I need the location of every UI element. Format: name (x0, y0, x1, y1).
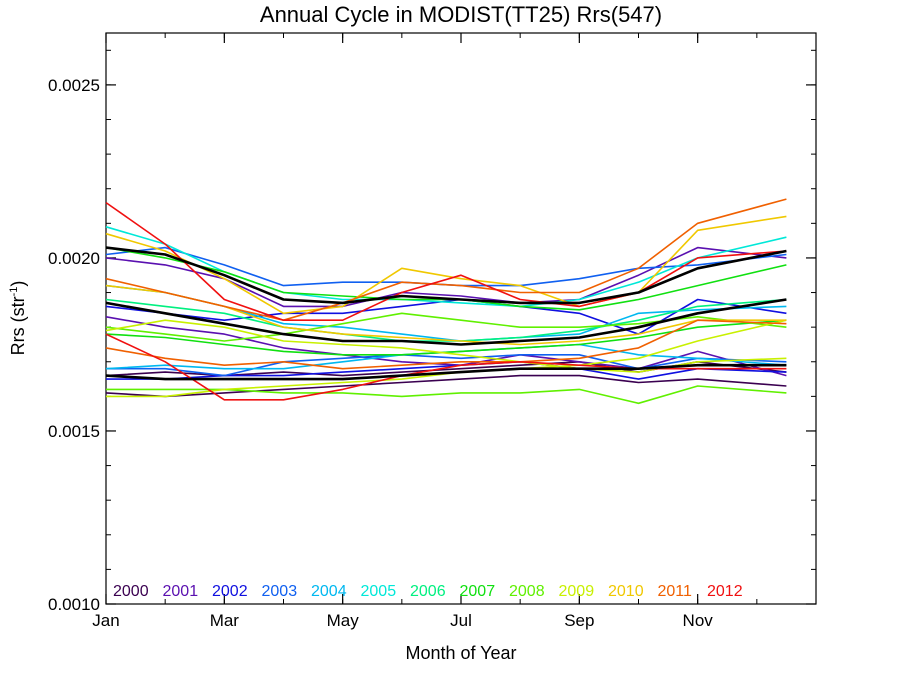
y-axis-label-end: ) (8, 281, 28, 287)
legend-entry: 2003 (262, 583, 298, 600)
series-line-5 (105, 298, 787, 335)
legend-entry: 2010 (608, 583, 644, 600)
series-line-17 (106, 319, 787, 398)
legend-entry: 2007 (460, 583, 496, 600)
x-axis-label: Month of Year (405, 643, 516, 663)
x-tick-label: Sep (564, 611, 594, 630)
x-axis: Jan Mar May Jul Sep Nov (92, 33, 817, 630)
series-line-16 (105, 319, 787, 373)
y-tick-label: 0.0015 (48, 422, 100, 441)
x-tick-label: Jan (92, 611, 119, 630)
x-tick-label: Nov (683, 611, 714, 630)
legend: 2000 2001 2002 2003 2004 2005 2006 2007 2008 2009… (113, 583, 743, 600)
series-line-11 (105, 298, 787, 342)
x-tick-label: Jul (450, 611, 472, 630)
y-axis: 0.0010 0.0015 0.0020 0.0025 (48, 49, 816, 614)
y-tick-label: 0.0020 (48, 249, 100, 268)
series-line-14 (105, 312, 787, 342)
y-axis-label-main: Rrs (str (8, 296, 28, 355)
legend-entry: 2000 (113, 583, 149, 600)
legend-entry: 2002 (212, 583, 248, 600)
legend-entry: 2009 (559, 583, 595, 600)
chart-title: Annual Cycle in MODIST(TT25) Rrs(547) (260, 2, 662, 27)
series-line-24 (105, 246, 787, 305)
legend-entry: 2004 (311, 583, 347, 600)
series-line-3 (105, 246, 787, 308)
series-line-20 (105, 319, 787, 370)
legend-entry: 2008 (509, 583, 545, 600)
series-line-25 (105, 298, 787, 346)
legend-entry: 2005 (361, 583, 397, 600)
y-axis-label: Rrs (str-1) (8, 281, 28, 356)
series-group (105, 198, 787, 405)
legend-entry: 2011 (658, 583, 693, 600)
y-tick-label: 0.0010 (48, 595, 100, 614)
legend-entry: 2006 (410, 583, 446, 600)
series-line-26 (105, 363, 787, 381)
legend-entry: 2012 (707, 583, 743, 600)
y-axis-label-superscript: -1 (8, 287, 20, 297)
series-line-15 (106, 385, 787, 405)
y-tick-label: 0.0025 (48, 76, 100, 95)
series-line-4 (106, 360, 787, 380)
legend-entry: 2001 (163, 583, 199, 600)
series-line-12 (105, 246, 787, 311)
series-line-10 (105, 226, 787, 308)
x-tick-label: May (327, 611, 360, 630)
x-tick-label: Mar (210, 611, 240, 630)
series-line-18 (105, 215, 787, 315)
series-line-13 (105, 319, 787, 356)
series-line-22 (105, 201, 787, 322)
